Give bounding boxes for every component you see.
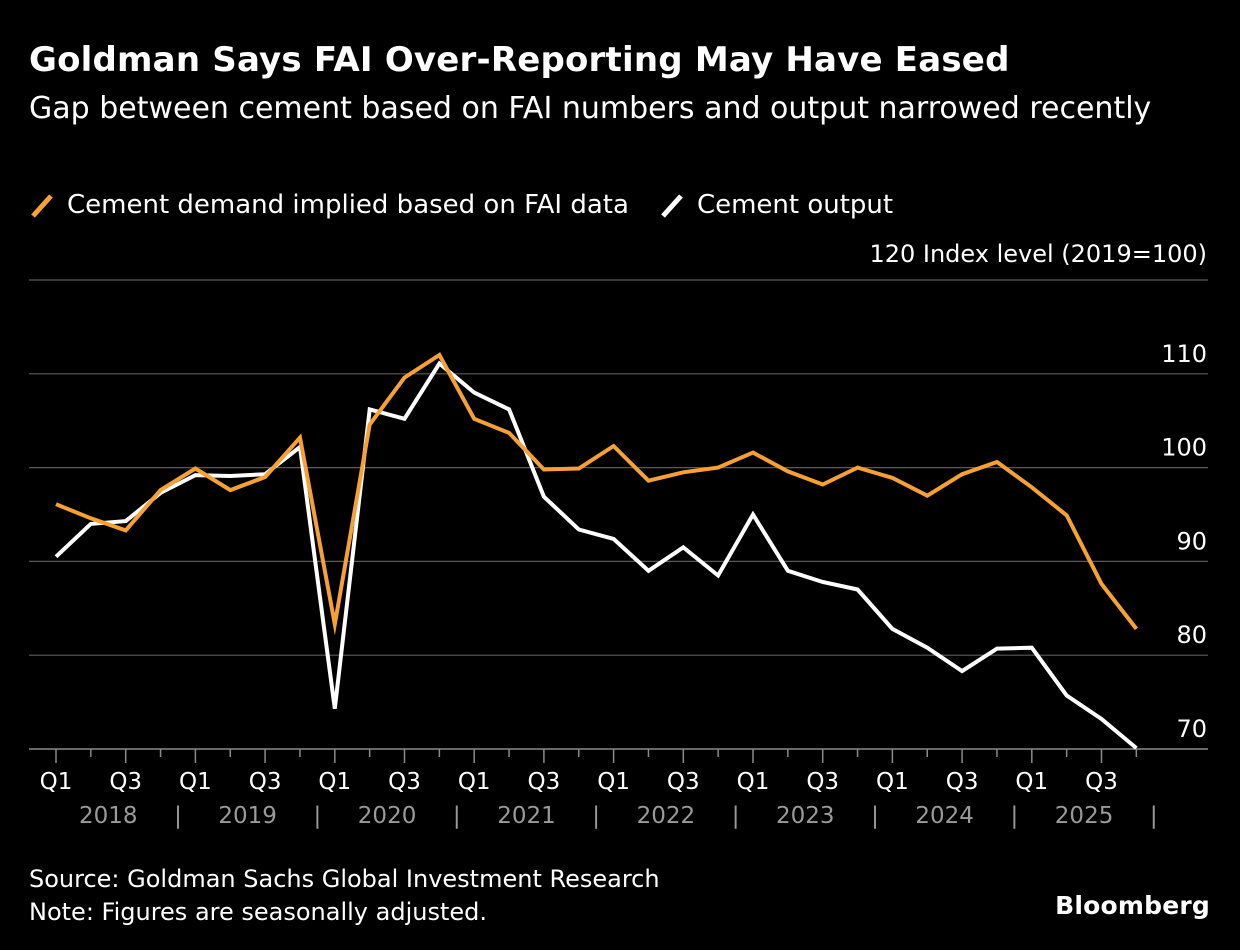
x-tick-label: Q3	[388, 769, 421, 795]
line-chart: 70 80 90 100 110 Q1 Q3 Q1 Q3 Q1 Q3 Q1 Q3 Q1 Q3 Q1 Q3 Q1 Q3…	[29, 279, 1208, 829]
x-tick-label: Q1	[876, 769, 909, 795]
x-year-separator: |	[314, 803, 322, 829]
x-year-separator: |	[453, 803, 461, 829]
x-year-label: 2022	[637, 803, 696, 829]
y-tick-label-100: 100	[1161, 434, 1207, 462]
note-text: Note: Figures are seasonally adjusted.	[29, 898, 487, 926]
x-tick-label: Q3	[946, 769, 979, 795]
x-tick-label: Q1	[597, 769, 630, 795]
x-year-separator: |	[871, 803, 879, 829]
x-year-label: 2024	[915, 803, 974, 829]
x-year-separator: |	[1011, 803, 1019, 829]
legend-label-fai: Cement demand implied based on FAI data	[67, 190, 629, 220]
x-year-separator: |	[1150, 803, 1158, 829]
x-year-label: 2025	[1055, 803, 1114, 829]
x-tick-label: Q1	[179, 769, 212, 795]
x-tick-label: Q3	[667, 769, 700, 795]
legend-swatch-fai-icon	[31, 194, 53, 218]
legend: Cement demand implied based on FAI data …	[29, 190, 923, 220]
x-tick-label: Q1	[458, 769, 491, 795]
y-tick-label-120: 120	[869, 240, 923, 268]
y-tick-label-80: 80	[1176, 621, 1207, 649]
x-year-separator: |	[592, 803, 600, 829]
legend-swatch-output-icon	[661, 194, 683, 218]
legend-item-fai: Cement demand implied based on FAI data	[29, 190, 629, 220]
x-tick-label: Q1	[1015, 769, 1048, 795]
x-year-label: 2023	[776, 803, 835, 829]
x-year-label: 2019	[218, 803, 277, 829]
x-tick-label: Q3	[109, 769, 142, 795]
x-tick-label: Q3	[806, 769, 839, 795]
series-line-cement-output	[54, 360, 1138, 750]
y-axis-title: Index level (2019=100)	[922, 240, 1207, 268]
y-tick-label-110: 110	[1161, 340, 1207, 368]
series-line-fai-demand	[55, 352, 1138, 636]
legend-label-output: Cement output	[696, 190, 894, 220]
source-note: Source: Goldman Sachs Global Investment …	[29, 863, 660, 929]
bloomberg-logo: Bloomberg	[1055, 891, 1210, 920]
x-year-separator: |	[174, 803, 182, 829]
x-tick-label: Q1	[318, 769, 351, 795]
y-tick-label-90: 90	[1176, 527, 1207, 555]
x-year-label: 2020	[358, 803, 417, 829]
chart-title: Goldman Says FAI Over-Reporting May Have…	[29, 40, 1010, 80]
x-tick-label: Q1	[40, 769, 73, 795]
x-year-separator: |	[732, 803, 740, 829]
x-tick-label: Q3	[528, 769, 561, 795]
x-year-label: 2021	[497, 803, 556, 829]
legend-item-output: Cement output	[659, 190, 893, 220]
x-tick-label: Q3	[1085, 769, 1118, 795]
x-year-label: 2018	[79, 803, 138, 829]
y-tick-label-70: 70	[1176, 715, 1207, 743]
x-tick-label: Q1	[737, 769, 770, 795]
x-tick-label: Q3	[249, 769, 282, 795]
chart-subtitle: Gap between cement based on FAI numbers …	[29, 91, 1152, 126]
source-text: Source: Goldman Sachs Global Investment …	[29, 865, 660, 893]
y-axis-unit-label: 120 Index level (2019=100)	[869, 240, 1207, 268]
